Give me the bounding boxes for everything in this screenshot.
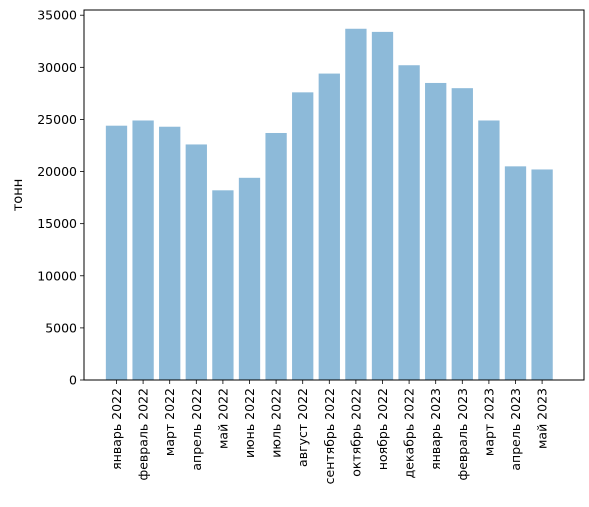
x-tick-label-0: январь 2022 xyxy=(109,388,124,470)
x-tick-label-11: декабрь 2022 xyxy=(402,388,417,478)
x-tick-label-7: август 2022 xyxy=(295,388,310,467)
x-tick-label-6: июль 2022 xyxy=(269,388,284,458)
x-tick-label-13: февраль 2023 xyxy=(455,388,470,480)
bar-16 xyxy=(531,169,553,380)
y-axis-label: тонн xyxy=(11,179,26,212)
y-tick-label-6: 30000 xyxy=(37,60,77,75)
bar-4 xyxy=(212,190,234,380)
y-tick-label-3: 15000 xyxy=(37,216,77,231)
x-tick-label-1: февраль 2022 xyxy=(136,388,151,480)
bar-3 xyxy=(185,144,207,380)
bar-8 xyxy=(318,73,340,381)
y-axis-ticks: 0 5000 10000 15000 20000 25000 30000 35000 xyxy=(37,8,84,388)
plot-frame xyxy=(83,9,585,381)
bar-12 xyxy=(425,82,447,380)
x-tick-label-14: март 2023 xyxy=(481,388,496,456)
bar-15 xyxy=(504,166,527,380)
y-tick-label-4: 20000 xyxy=(37,164,77,179)
bar-13 xyxy=(451,88,473,381)
x-axis-ticks: январь 2022 февраль 2022 март 2022 апрель 2… xyxy=(109,380,550,484)
y-tick-label-0: 0 xyxy=(69,373,77,388)
bar-10 xyxy=(371,31,394,380)
x-tick-label-12: январь 2023 xyxy=(428,388,443,470)
y-tick-label-7: 35000 xyxy=(37,8,77,23)
y-tick-label-2: 10000 xyxy=(37,268,77,283)
x-tick-label-5: июнь 2022 xyxy=(242,388,257,458)
bar-1 xyxy=(132,120,154,380)
bar-11 xyxy=(398,65,420,380)
bar-14 xyxy=(478,120,500,380)
bar-7 xyxy=(292,92,314,381)
bar-2 xyxy=(159,126,181,380)
bars-group xyxy=(105,28,553,381)
x-tick-label-16: май 2023 xyxy=(535,388,550,449)
x-tick-label-10: ноябрь 2022 xyxy=(375,388,390,470)
x-tick-label-15: апрель 2023 xyxy=(508,388,523,471)
y-tick-label-5: 25000 xyxy=(37,112,77,127)
x-tick-label-9: октябрь 2022 xyxy=(348,388,363,477)
x-tick-label-3: апрель 2022 xyxy=(189,388,204,471)
bar-5 xyxy=(238,177,261,380)
bar-0 xyxy=(105,125,128,380)
x-tick-label-4: май 2022 xyxy=(215,388,230,449)
bar-9 xyxy=(345,28,367,381)
bar-6 xyxy=(265,132,287,380)
x-tick-label-2: март 2022 xyxy=(162,388,177,456)
x-tick-label-8: сентябрь 2022 xyxy=(322,388,337,484)
y-tick-label-1: 5000 xyxy=(45,320,77,335)
